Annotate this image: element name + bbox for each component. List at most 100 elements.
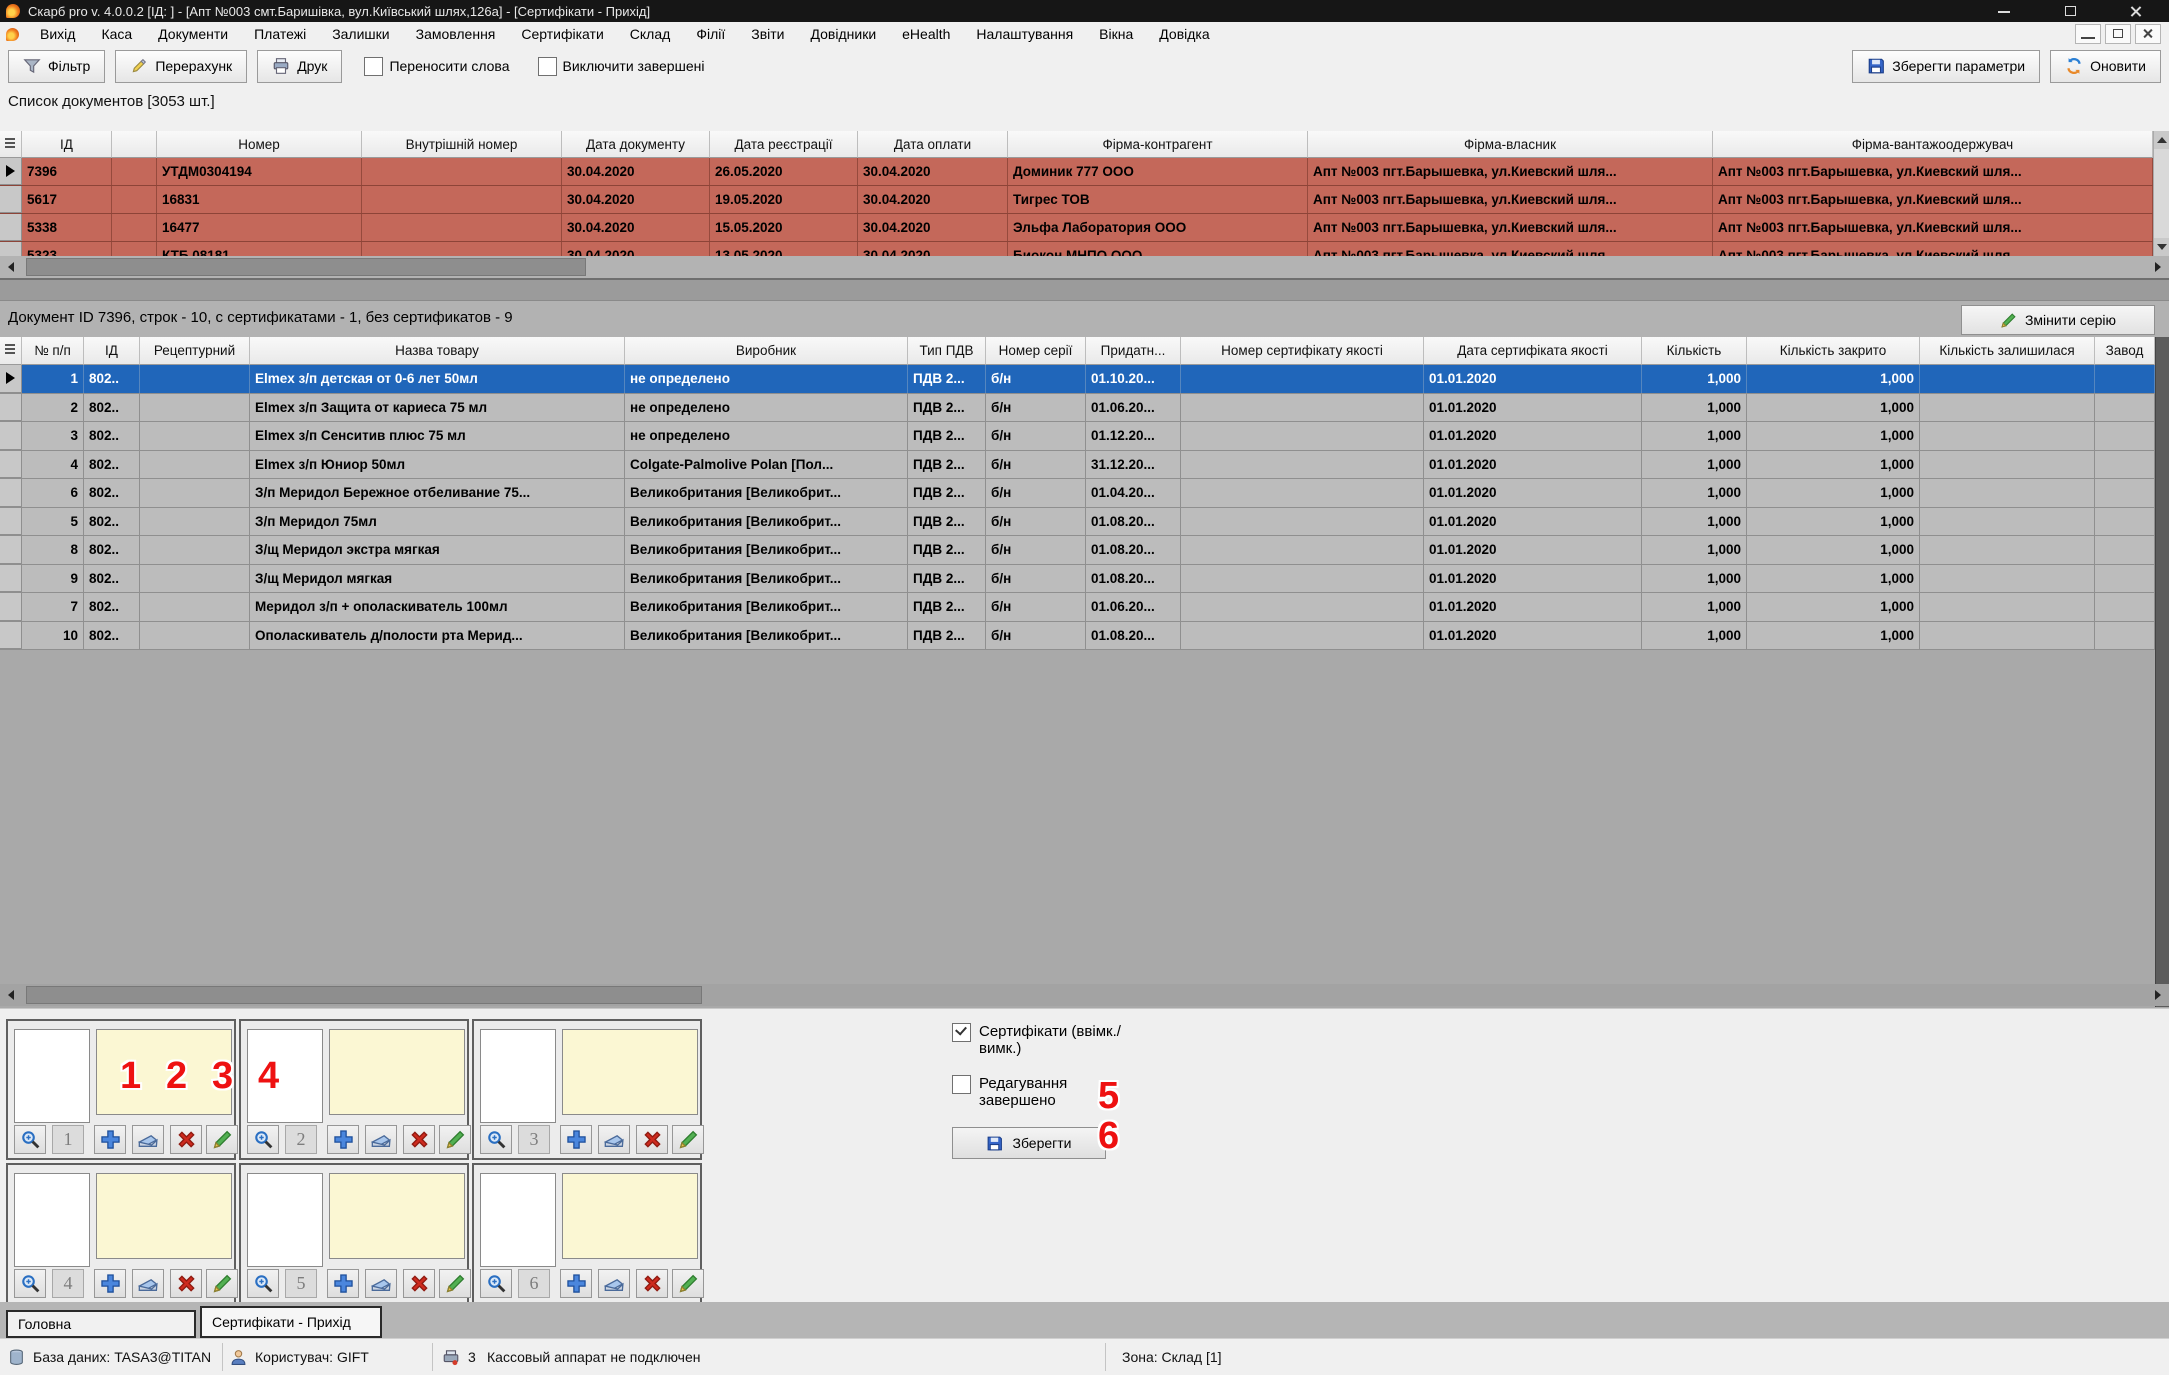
cell[interactable]: 01.08.20... xyxy=(1086,507,1181,535)
cell[interactable]: 30.04.2020 xyxy=(858,158,1008,185)
cell[interactable]: 1,000 xyxy=(1642,536,1747,564)
menu-item-ehealth[interactable]: eHealth xyxy=(902,26,951,42)
cell[interactable]: Великобритания [Великобрит... xyxy=(625,621,908,649)
recount-button[interactable]: Перерахунк xyxy=(115,49,248,83)
cell[interactable] xyxy=(140,564,250,592)
scan-certificate-button[interactable] xyxy=(598,1125,630,1154)
column-header[interactable]: Дата документу xyxy=(562,131,710,158)
edit-certificate-button[interactable] xyxy=(672,1125,704,1154)
certificate-thumbnail[interactable] xyxy=(480,1173,556,1267)
column-header[interactable]: Номер xyxy=(157,131,362,158)
cell[interactable]: 802.. xyxy=(84,479,140,507)
cell[interactable]: 802.. xyxy=(84,450,140,478)
cell[interactable] xyxy=(140,507,250,535)
table-row[interactable]: 5617 16831 30.04.2020 19.05.2020 30.04.2020 Т… xyxy=(0,186,2169,214)
scrollbar-thumb[interactable] xyxy=(26,986,702,1004)
wrap-words-checkbox[interactable]: Переносити слова xyxy=(364,56,510,76)
column-header[interactable]: Номер сертифікату якості xyxy=(1181,337,1424,365)
cell[interactable]: б/н xyxy=(986,450,1086,478)
cell[interactable]: 2 xyxy=(22,393,84,421)
column-header[interactable]: Завод xyxy=(2095,337,2155,365)
cell[interactable]: Апт №003 пгт.Барышевка, ул.Киевский шля.… xyxy=(1308,186,1713,213)
column-header[interactable]: Кількість xyxy=(1642,337,1747,365)
cell[interactable] xyxy=(2095,564,2155,592)
certificate-preview[interactable] xyxy=(562,1029,698,1115)
save-params-button[interactable]: Зберегти параметри xyxy=(1852,49,2041,83)
table-row[interactable]: 3 802.. Elmex з/п Сенситив плюс 75 мл не оп… xyxy=(0,422,2169,451)
cell[interactable] xyxy=(140,422,250,450)
cell[interactable]: 5617 xyxy=(22,186,112,213)
zoom-button[interactable] xyxy=(14,1269,46,1298)
cell[interactable]: 1,000 xyxy=(1747,621,1920,649)
table-row[interactable]: 10 802.. Ополаскиватель д/полости рта Мери… xyxy=(0,621,2169,650)
edit-certificate-button[interactable] xyxy=(672,1269,704,1298)
cell[interactable] xyxy=(2095,593,2155,621)
cell[interactable]: Elmex з/п Защита от кариеса 75 мл xyxy=(250,393,625,421)
certificates-toggle-checkbox[interactable]: Сертифікати (ввімк./вимк.) xyxy=(952,1023,1352,1057)
scroll-right-icon[interactable] xyxy=(2147,984,2169,1006)
doc-list-vertical-scrollbar[interactable] xyxy=(2153,131,2169,256)
column-header[interactable] xyxy=(112,131,157,158)
edit-certificate-button[interactable] xyxy=(439,1269,471,1298)
menu-item-звіти[interactable]: Звіти xyxy=(751,26,785,42)
add-certificate-button[interactable] xyxy=(94,1269,126,1298)
cell[interactable]: б/н xyxy=(986,564,1086,592)
cell[interactable]: 1,000 xyxy=(1642,621,1747,649)
cell[interactable]: ПДВ 2... xyxy=(908,393,986,421)
row-marker[interactable] xyxy=(0,536,22,564)
cell[interactable] xyxy=(112,242,157,256)
delete-certificate-button[interactable] xyxy=(403,1125,435,1154)
cell[interactable] xyxy=(112,214,157,241)
mdi-minimize-icon[interactable] xyxy=(2075,24,2101,44)
row-marker-icon[interactable] xyxy=(0,158,22,185)
cell[interactable]: ПДВ 2... xyxy=(908,479,986,507)
cell[interactable]: З/щ Меридол экстра мягкая xyxy=(250,536,625,564)
cell[interactable] xyxy=(362,214,562,241)
table-row[interactable]: 4 802.. Elmex з/п Юниор 50мл Colgate-Palmol… xyxy=(0,450,2169,479)
doc-list-horizontal-scrollbar[interactable] xyxy=(0,256,2169,278)
minimize-icon[interactable] xyxy=(1997,5,2011,17)
certificate-thumbnail[interactable] xyxy=(247,1173,323,1267)
cell[interactable]: ПДВ 2... xyxy=(908,507,986,535)
row-marker[interactable] xyxy=(0,422,22,450)
certificate-preview[interactable] xyxy=(96,1173,232,1259)
cell[interactable]: 1,000 xyxy=(1642,422,1747,450)
delete-certificate-button[interactable] xyxy=(403,1269,435,1298)
cell[interactable] xyxy=(140,450,250,478)
restore-icon[interactable] xyxy=(2063,5,2077,17)
cell[interactable]: 01.08.20... xyxy=(1086,621,1181,649)
table-row[interactable]: 5 802.. З/п Меридол 75мл Великобритания [Ве… xyxy=(0,507,2169,536)
cell[interactable] xyxy=(1181,450,1424,478)
cell[interactable]: Меридол з/п + ополаскиватель 100мл xyxy=(250,593,625,621)
cell[interactable] xyxy=(2095,365,2155,393)
menu-item-сертифікати[interactable]: Сертифікати xyxy=(521,26,604,42)
cell[interactable]: 1,000 xyxy=(1747,393,1920,421)
table-row[interactable]: 7 802.. Меридол з/п + ополаскиватель 100мл… xyxy=(0,593,2169,622)
cell[interactable] xyxy=(362,242,562,256)
row-marker[interactable] xyxy=(0,621,22,649)
add-certificate-button[interactable] xyxy=(327,1125,359,1154)
table-row[interactable]: 2 802.. Elmex з/п Защита от кариеса 75 мл н… xyxy=(0,393,2169,422)
cell[interactable]: 802.. xyxy=(84,536,140,564)
cell[interactable]: 01.01.2020 xyxy=(1424,536,1642,564)
certificate-preview[interactable] xyxy=(96,1029,232,1115)
tab-certificates[interactable]: Сертифікати - Прихід xyxy=(200,1306,382,1338)
cell[interactable]: б/н xyxy=(986,507,1086,535)
table-row[interactable]: 6 802.. З/п Меридол Бережное отбеливание 7… xyxy=(0,479,2169,508)
cell[interactable]: ПДВ 2... xyxy=(908,536,986,564)
zoom-button[interactable] xyxy=(247,1269,279,1298)
column-header[interactable]: Дата сертифіката якості xyxy=(1424,337,1642,365)
cell[interactable]: Elmex з/п Юниор 50мл xyxy=(250,450,625,478)
filter-button[interactable]: Фільтр xyxy=(8,49,106,83)
cell[interactable] xyxy=(112,186,157,213)
cell[interactable] xyxy=(140,365,250,393)
cell[interactable]: Апт №003 пгт.Барышевка, ул.Киевский шля.… xyxy=(1713,158,2153,185)
column-header[interactable]: Виробник xyxy=(625,337,908,365)
cell[interactable]: 802.. xyxy=(84,422,140,450)
cell[interactable]: 01.06.20... xyxy=(1086,393,1181,421)
edit-certificate-button[interactable] xyxy=(206,1125,238,1154)
cell[interactable]: УТДМ0304194 xyxy=(157,158,362,185)
cell[interactable] xyxy=(1920,479,2095,507)
cell[interactable]: 01.06.20... xyxy=(1086,593,1181,621)
cell[interactable]: Биокон МНПО ООО xyxy=(1008,242,1308,256)
